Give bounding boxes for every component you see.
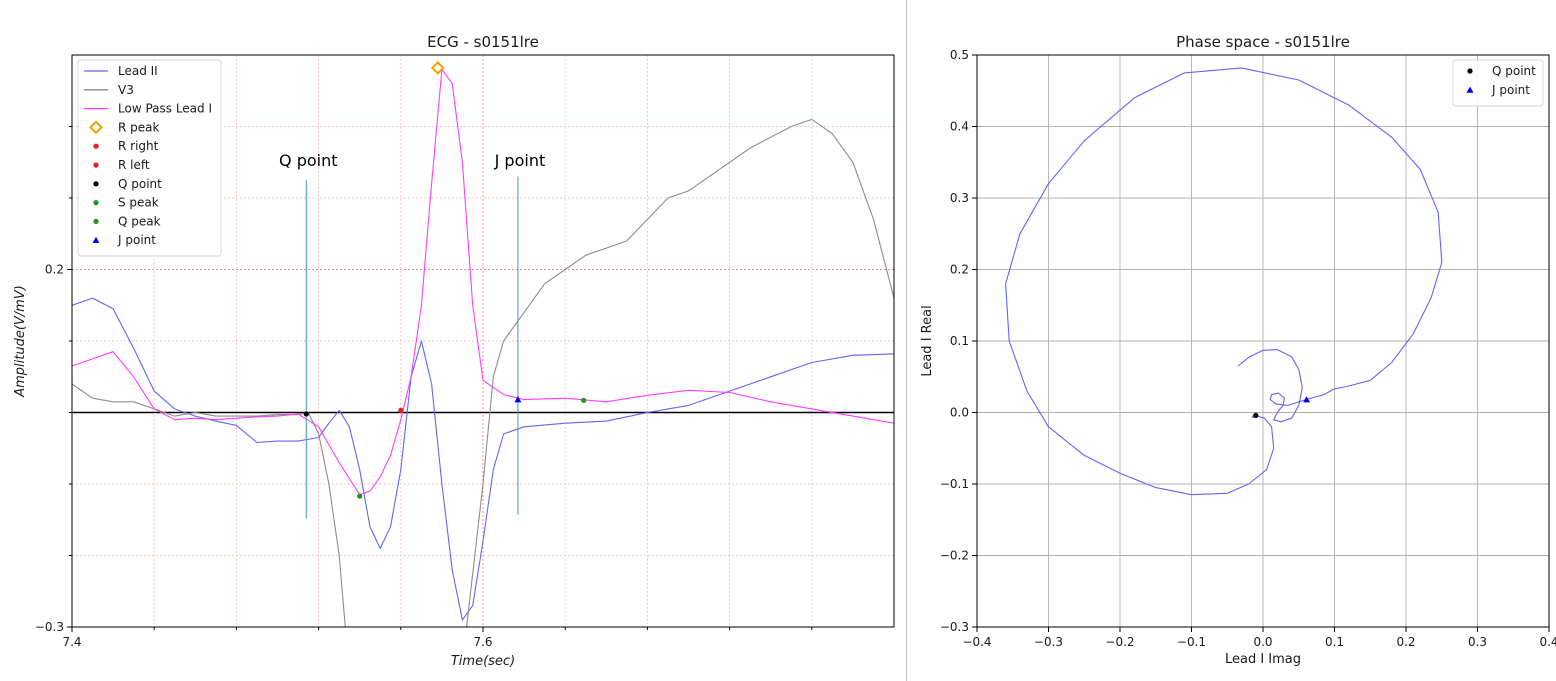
ecg-legend-swatch-q-point bbox=[93, 181, 99, 187]
ecg-annotation-label: Q point bbox=[279, 151, 337, 170]
phase-x-tick-label: −0.1 bbox=[1177, 635, 1206, 649]
ecg-legend-swatch-r-right bbox=[93, 143, 99, 149]
phase-x-tick-label: 0.0 bbox=[1253, 635, 1272, 649]
ecg-y-tick-label: −0.3 bbox=[35, 620, 64, 634]
panel-divider bbox=[906, 0, 907, 681]
ecg-legend-label-lead-ii: Lead II bbox=[118, 64, 158, 78]
phase-legend-label-q-point: Q point bbox=[1492, 64, 1536, 78]
ecg-panel: ECG - s0151lre Q point J point 7.4 7.6 −0.3… bbox=[13, 33, 895, 669]
ecg-y-tick-label: 0.2 bbox=[45, 263, 64, 277]
phase-marker-j-point bbox=[1303, 396, 1311, 403]
ecg-series-low-pass-lead-i-line bbox=[72, 68, 894, 496]
phase-legend-label-j-point: J point bbox=[1491, 83, 1530, 97]
ecg-legend-swatch-j-point bbox=[92, 236, 100, 243]
ecg-marker-q-point bbox=[303, 411, 309, 417]
ecg-legend-label-q-peak: Q peak bbox=[118, 214, 161, 228]
ecg-legend-label-s-peak: S peak bbox=[118, 196, 159, 210]
phase-x-tick-label: −0.4 bbox=[962, 635, 991, 649]
phase-marker-q-point bbox=[1253, 412, 1259, 418]
phase-x-axis-label: Lead I Imag bbox=[1225, 652, 1301, 667]
ecg-x-tick-label: 7.6 bbox=[473, 635, 492, 649]
phase-panel: Phase space - s0151lre −0.4 −0.3 −0.2 −0.1 0… bbox=[920, 33, 1556, 667]
ecg-legend: Lead II V3 Low Pass Lead I R peak R right R l… bbox=[77, 59, 222, 257]
phase-legend-box bbox=[1452, 59, 1544, 107]
ecg-marker-r-peak bbox=[430, 60, 445, 75]
phase-markers-layer bbox=[1253, 396, 1311, 418]
ecg-legend-swatch-s-peak bbox=[93, 200, 99, 206]
ecg-marker-s-peak bbox=[581, 397, 587, 403]
ecg-marker-q-peak bbox=[357, 493, 363, 499]
phase-x-tick-label: −0.3 bbox=[1034, 635, 1063, 649]
phase-legend: Q point J point bbox=[1452, 59, 1544, 107]
ecg-legend-swatch-r-peak bbox=[89, 120, 103, 135]
phase-y-tick-label: −0.3 bbox=[940, 620, 969, 634]
phase-x-tick-label: 0.1 bbox=[1325, 635, 1344, 649]
phase-y-tick-label: 0.2 bbox=[950, 263, 969, 277]
phase-grid bbox=[976, 54, 1550, 628]
phase-legend-swatch-j-point bbox=[1466, 86, 1474, 93]
ecg-legend-swatch-r-left bbox=[93, 162, 99, 168]
phase-y-tick-label: 0.3 bbox=[950, 191, 969, 205]
ecg-legend-box bbox=[77, 59, 222, 257]
phase-x-tick-label: −0.2 bbox=[1105, 635, 1134, 649]
phase-chart-title: Phase space - s0151lre bbox=[1176, 33, 1350, 51]
ecg-legend-label-low-pass-lead-i: Low Pass Lead I bbox=[118, 102, 212, 116]
ecg-legend-label-r-right: R right bbox=[118, 139, 159, 153]
phase-y-tick-label: 0.4 bbox=[950, 120, 969, 134]
phase-trajectory-line bbox=[1005, 67, 1443, 496]
ecg-series-v3-line bbox=[466, 118, 894, 627]
ecg-legend-label-q-point: Q point bbox=[118, 177, 162, 191]
ecg-legend-label-r-left: R left bbox=[118, 158, 150, 172]
ecg-annotation-label: J point bbox=[494, 151, 546, 170]
phase-x-tick-label: 0.2 bbox=[1396, 635, 1415, 649]
ecg-y-axis-label: Amplitude(V/mV) bbox=[13, 285, 28, 398]
ecg-legend-label-r-peak: R peak bbox=[118, 120, 160, 134]
phase-series-layer bbox=[1005, 67, 1443, 496]
phase-x-tick-label: 0.4 bbox=[1539, 635, 1556, 649]
ecg-chart-title: ECG - s0151lre bbox=[427, 33, 539, 51]
phase-y-tick-label: −0.1 bbox=[940, 477, 969, 491]
ecg-x-tick-label: 7.4 bbox=[62, 635, 81, 649]
ecg-marker-j-point bbox=[514, 396, 522, 403]
ecg-series-layer bbox=[72, 68, 894, 627]
ecg-markers-layer bbox=[303, 60, 587, 499]
ecg-legend-swatch-q-peak bbox=[93, 218, 99, 224]
phase-x-tick-label: 0.3 bbox=[1468, 635, 1487, 649]
phase-y-tick-label: −0.2 bbox=[940, 549, 969, 563]
phase-ticks: −0.4 −0.3 −0.2 −0.1 0.0 0.1 0.2 0.3 0.4−0.3−0.2−… bbox=[940, 48, 1556, 649]
phase-y-tick-label: 0.5 bbox=[950, 48, 969, 62]
phase-y-tick-label: 0.1 bbox=[950, 334, 969, 348]
phase-y-tick-label: 0.0 bbox=[950, 406, 969, 420]
ecg-legend-label-j-point: J point bbox=[117, 233, 156, 247]
ecg-annotations: Q point J point bbox=[279, 151, 546, 519]
ecg-ticks: 7.4 7.6 −0.3 0.2 bbox=[35, 126, 813, 649]
ecg-marker-r-left bbox=[398, 407, 404, 413]
phase-y-axis-label: Lead I Real bbox=[920, 305, 935, 376]
ecg-x-axis-label: Time(sec) bbox=[451, 654, 515, 669]
ecg-series-v3-line bbox=[72, 383, 346, 627]
phase-legend-swatch-q-point bbox=[1467, 68, 1473, 74]
ecg-legend-label-v3: V3 bbox=[118, 83, 134, 97]
